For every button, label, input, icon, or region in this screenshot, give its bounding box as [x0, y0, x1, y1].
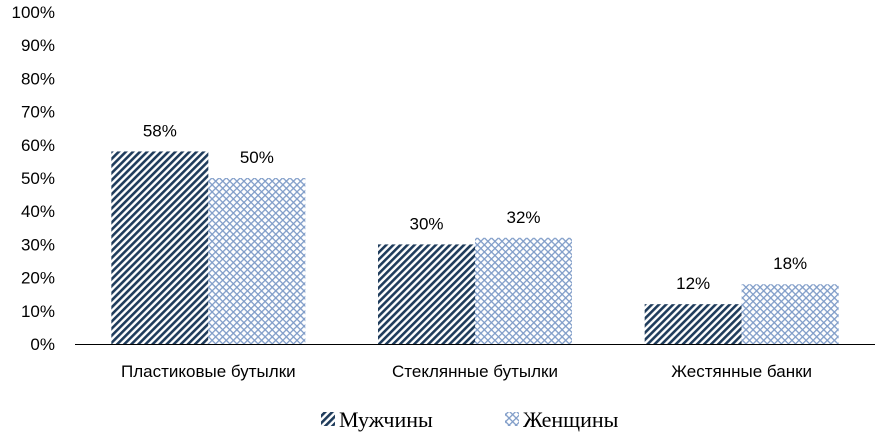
x-category-label: Стеклянные бутылки: [392, 362, 558, 381]
y-tick-label: 10%: [21, 302, 55, 321]
bar-women: [475, 237, 572, 344]
y-tick-label: 0%: [30, 335, 55, 354]
bar-women: [741, 284, 839, 344]
bar-men: [378, 244, 475, 344]
y-tick-label: 80%: [21, 69, 55, 88]
y-tick-label: 40%: [21, 202, 55, 221]
legend-label: Мужчины: [339, 407, 433, 432]
legend-swatch-women: [505, 412, 519, 426]
data-label: 18%: [773, 254, 807, 273]
x-axis: Пластиковые бутылки Стеклянные бутылки Жес…: [121, 362, 812, 381]
y-tick-label: 90%: [21, 36, 55, 55]
x-category-label: Пластиковые бутылки: [121, 362, 296, 381]
y-tick-label: 50%: [21, 169, 55, 188]
bar-men: [644, 304, 742, 344]
y-tick-label: 70%: [21, 103, 55, 122]
data-label: 58%: [143, 121, 177, 140]
data-label: 50%: [240, 148, 274, 167]
legend-swatch-men: [321, 412, 335, 426]
bar-women: [208, 178, 306, 344]
bars: [111, 151, 839, 344]
x-category-label: Жестянные банки: [671, 362, 812, 381]
y-tick-label: 60%: [21, 136, 55, 155]
data-labels: 58% 50% 30% 32% 12% 18%: [143, 121, 807, 293]
y-tick-label: 20%: [21, 269, 55, 288]
data-label: 30%: [409, 214, 443, 233]
y-tick-label: 100%: [12, 3, 55, 22]
data-label: 32%: [506, 208, 540, 227]
data-label: 12%: [676, 274, 710, 293]
legend-label: Женщины: [523, 407, 619, 432]
legend: Мужчины Женщины: [321, 407, 619, 432]
y-tick-label: 30%: [21, 235, 55, 254]
y-axis: 0% 10% 20% 30% 40% 50% 60% 70% 80% 90% 100%: [12, 3, 55, 354]
bar-men: [111, 151, 209, 344]
